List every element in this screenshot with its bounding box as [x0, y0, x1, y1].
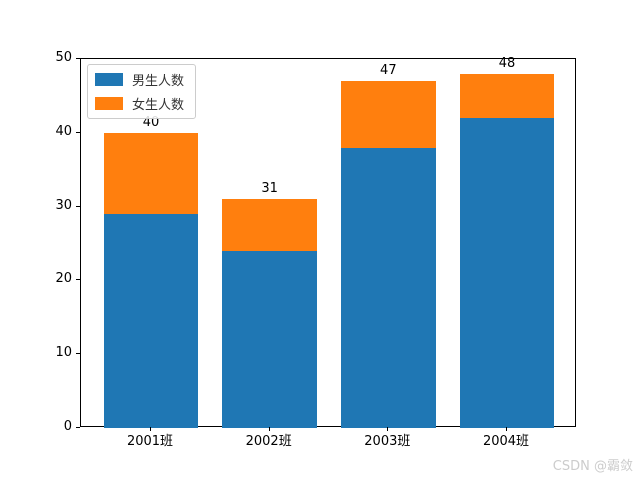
y-tick-mark: [76, 131, 80, 133]
y-tick-mark: [76, 427, 80, 428]
x-tick-mark: [268, 427, 270, 431]
bar-total-label: 47: [380, 63, 397, 79]
bar-segment: [459, 73, 555, 119]
legend-label-boys: 男生人数: [132, 74, 185, 89]
legend-item-boys: 男生人数: [95, 70, 184, 89]
y-tick-mark: [76, 353, 80, 355]
y-tick-label: 20: [55, 271, 72, 287]
x-tick-mark: [150, 427, 151, 431]
y-tick-label: 10: [55, 345, 72, 361]
bar-segment: [340, 147, 436, 428]
legend-item-girls: 女生人数: [95, 94, 184, 113]
x-tick-label: 2001班: [126, 434, 174, 449]
y-tick-mark: [76, 58, 80, 59]
x-tick-mark: [505, 427, 507, 431]
x-tick-mark: [387, 427, 389, 431]
y-tick-label: 40: [55, 123, 72, 139]
bar-segment: [103, 213, 199, 428]
legend-swatch-boys: [95, 73, 123, 86]
y-tick-label: 50: [55, 50, 72, 65]
bar-segment: [459, 118, 555, 428]
bar-segment: [103, 132, 199, 214]
legend-swatch-girls: [95, 97, 123, 110]
x-tick-label: 2004班: [482, 434, 530, 449]
y-tick-label: 30: [55, 197, 72, 213]
x-tick-label: 2002班: [245, 434, 292, 449]
y-tick-mark: [76, 205, 80, 207]
y-tick-mark: [76, 279, 80, 281]
y-tick-label: 0: [63, 419, 72, 434]
watermark: CSDN @霸敛: [552, 459, 633, 474]
legend-label-girls: 女生人数: [132, 98, 185, 113]
x-tick-label: 2003班: [364, 434, 411, 449]
plot-area: 40 31 47 48: [80, 55, 576, 428]
bar-segment: [222, 199, 318, 251]
bar-segment: [340, 81, 436, 148]
bar-segment: [222, 250, 318, 428]
bar-total-label: 31: [261, 181, 278, 197]
legend: 男生人数 女生人数: [87, 64, 197, 119]
bar-total-label: 48: [498, 55, 516, 71]
